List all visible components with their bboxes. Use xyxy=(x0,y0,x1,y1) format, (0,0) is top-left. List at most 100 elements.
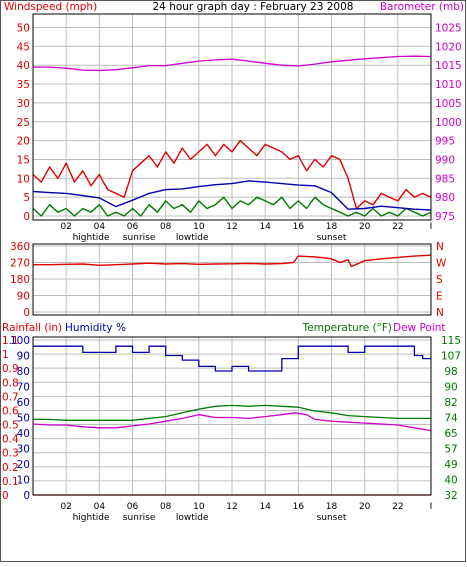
hour-tick-label: 20 xyxy=(359,502,371,512)
hour-tick-label: 16 xyxy=(293,222,305,232)
barometer-tick: 985 xyxy=(435,173,455,185)
barometer-tick: 1000 xyxy=(435,117,462,129)
barometer-line xyxy=(33,55,432,72)
wind-plot-frame xyxy=(32,13,432,221)
hour-tick-label: 06 xyxy=(127,502,139,512)
temperature-tick: 107 xyxy=(441,351,461,363)
windspeed-tick-labels: 0 5 10 15 20 25 30 35 40 45 50 xyxy=(17,23,30,224)
humidity-tick: 90 xyxy=(17,351,30,363)
event-label-sunset: sunset xyxy=(317,233,347,243)
direction-degree-tick: 360 xyxy=(10,241,30,253)
event-label-sunrise: sunrise xyxy=(123,233,156,243)
temperature-plot-frame xyxy=(32,336,432,496)
hour-tick-label: 06 xyxy=(127,222,139,232)
hour-tick-label: 10 xyxy=(193,222,205,232)
hour-tick-label: 22 xyxy=(392,222,403,232)
hour-tick-label: 04 xyxy=(94,502,106,512)
rainfall-tick: 0.1 xyxy=(2,476,19,488)
windspeed-tick: 40 xyxy=(17,60,30,72)
rainfall-tick: 0.8 xyxy=(2,377,19,389)
windspeed-tick: 30 xyxy=(17,98,30,110)
wind-average-line xyxy=(32,180,432,211)
compass-label: S xyxy=(436,274,443,286)
windspeed-tick: 0 xyxy=(23,211,30,223)
wind-grid xyxy=(33,14,431,220)
wind-direction-line xyxy=(33,254,432,268)
humidity-tick: 10 xyxy=(17,475,30,487)
rainfall-tick: 0.6 xyxy=(2,405,19,417)
wind-hour-tick-labels: 02 04 06 08 10 12 14 16 18 20 22 I xyxy=(60,222,432,232)
hour-tick-label: 18 xyxy=(326,502,338,512)
hour-tick-label: I xyxy=(430,502,433,512)
humidity-tick: 0 xyxy=(23,490,30,502)
hour-tick-label: 20 xyxy=(359,222,371,232)
rainfall-tick: 1 xyxy=(2,349,9,361)
chart-title: 24 hour graph day : February 23 2008 xyxy=(153,1,354,13)
compass-label: E xyxy=(436,291,443,303)
hour-tick-label: 02 xyxy=(60,502,71,512)
rainfall-axis-title: Rainfall (in) xyxy=(2,322,62,334)
barometer-tick: 995 xyxy=(435,136,455,148)
hour-tick-label: 04 xyxy=(94,222,106,232)
event-label-hightide: hightide xyxy=(73,513,110,523)
humidity-tick: 70 xyxy=(17,382,30,394)
windspeed-tick: 5 xyxy=(23,192,30,204)
hour-tick-label: I xyxy=(430,222,433,232)
hour-tick-label: 18 xyxy=(326,222,338,232)
compass-label: N xyxy=(436,241,444,253)
temperature-tick: 74 xyxy=(444,413,458,425)
direction-degree-tick: 270 xyxy=(10,258,30,270)
hour-tick-label: 02 xyxy=(60,222,71,232)
barometer-tick: 1010 xyxy=(435,79,462,91)
temperature-axis-title: Temperature (°F) xyxy=(302,322,392,334)
barometer-tick: 1025 xyxy=(435,23,462,35)
windspeed-tick: 35 xyxy=(17,79,30,91)
barometer-tick: 975 xyxy=(435,211,455,223)
barometer-axis-title: Barometer (mb) xyxy=(380,1,464,13)
hour-tick-label: 08 xyxy=(160,222,172,232)
hour-tick-label: 12 xyxy=(226,502,237,512)
compass-label: W xyxy=(436,258,447,270)
direction-degree-tick: 90 xyxy=(17,291,30,303)
event-label-hightide: hightide xyxy=(73,233,110,243)
rainfall-tick: 0.2 xyxy=(2,462,19,474)
wind-series xyxy=(32,55,432,217)
temperature-tick: 40 xyxy=(444,475,457,487)
direction-degree-tick: 0 xyxy=(23,307,30,319)
humidity-tick: 20 xyxy=(17,459,30,471)
rainfall-tick: 0.4 xyxy=(2,434,19,446)
windspeed-tick: 50 xyxy=(17,23,30,35)
windspeed-tick: 45 xyxy=(17,41,30,53)
direction-grid xyxy=(33,244,431,315)
temperature-line xyxy=(33,404,431,421)
wind-gust-line xyxy=(32,139,432,210)
windspeed-tick: 10 xyxy=(17,173,30,185)
temperature-tick: 65 xyxy=(444,428,457,440)
hour-tick-label: 14 xyxy=(259,502,271,512)
humidity-tick-labels: 0 10 20 30 40 50 60 70 80 90 100 xyxy=(10,335,30,502)
hour-tick-label: 14 xyxy=(259,222,271,232)
humidity-tick: 60 xyxy=(17,397,30,409)
event-label-sunset: sunset xyxy=(317,513,347,523)
temperature-humidity-panel: 0 0.1 0.2 0.3 0.4 0.5 0.6 0.7 0.8 0.9 1 1.1 0 10 20 30… xyxy=(2,335,461,523)
direction-degree-tick-labels: 0 90 180 270 360 xyxy=(10,241,30,319)
temperature-hour-tick-labels: 02 04 06 08 10 12 14 16 18 20 22 I xyxy=(60,502,432,512)
humidity-line xyxy=(33,345,431,372)
dewpoint-line xyxy=(32,412,432,432)
event-label-lowtide: lowtide xyxy=(176,513,209,523)
dewpoint-axis-title: Dew Point xyxy=(393,322,446,334)
rainfall-tick: 0.3 xyxy=(2,448,19,460)
barometer-tick: 990 xyxy=(435,154,455,166)
event-label-lowtide: lowtide xyxy=(176,233,209,243)
humidity-tick: 50 xyxy=(17,413,30,425)
barometer-tick: 1015 xyxy=(435,60,462,72)
humidity-tick: 80 xyxy=(17,366,30,378)
hour-tick-label: 16 xyxy=(293,502,305,512)
rainfall-tick: 0.5 xyxy=(2,420,19,432)
compass-label: N xyxy=(436,307,444,319)
